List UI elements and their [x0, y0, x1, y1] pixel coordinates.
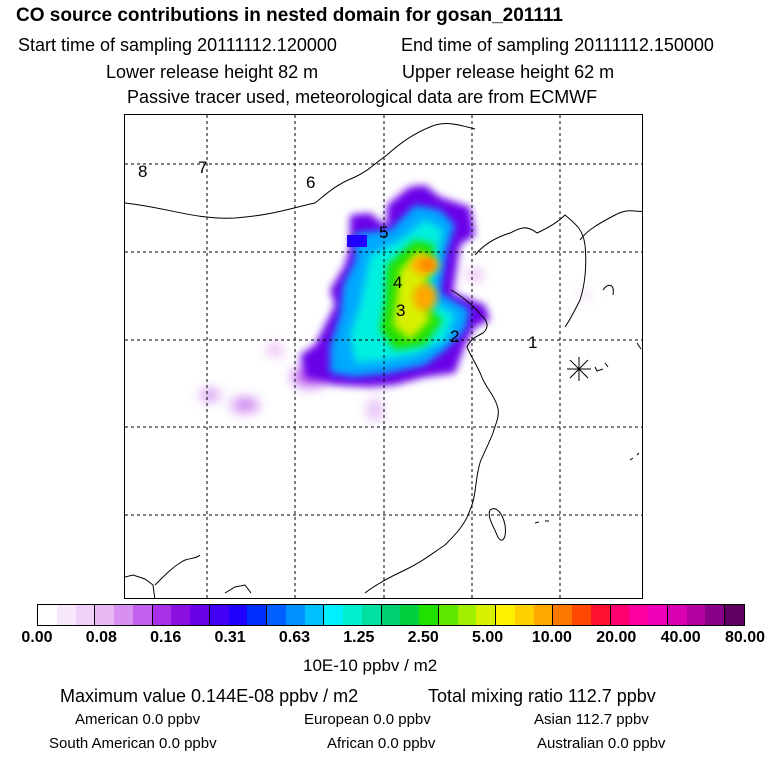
colorbar-tick-label: 0.16: [150, 629, 182, 646]
colorbar-tick-label: 1.25: [343, 629, 375, 646]
colorbar-segment: [648, 605, 668, 625]
colorbar-tick-label: 20.00: [596, 629, 637, 646]
colorbar-unit: 10E-10 ppbv / m2: [303, 656, 438, 675]
end-time: End time of sampling 20111112.150000: [401, 35, 714, 55]
colorbar-segment: [209, 605, 229, 625]
colorbar-tick-label: 5.00: [471, 629, 504, 646]
region-label-5: 5: [379, 223, 389, 242]
colorbar-segment: [75, 605, 96, 625]
colorbar: [37, 604, 745, 626]
coastlines: [125, 123, 642, 598]
colorbar-segment: [705, 605, 725, 625]
colorbar-segment: [56, 605, 76, 625]
lower-release-height: Lower release height 82 m: [106, 62, 319, 82]
colorbar-tick-label: 0.63: [278, 629, 311, 646]
colorbar-segment: [419, 605, 439, 625]
colorbar-segment: [343, 605, 362, 625]
australian-contribution: Australian 0.0 ppbv: [537, 735, 666, 752]
colorbar-segment: [267, 605, 286, 625]
colorbar-segment: [400, 605, 419, 625]
source-contribution-map: 8 7 6 5 4 3 2 1: [124, 114, 643, 599]
south-american-contribution: South American 0.0 ppbv: [49, 735, 217, 752]
region-label-2: 2: [450, 327, 460, 346]
region-label-1: 1: [528, 333, 538, 352]
african-contribution: African 0.0 ppbv: [327, 735, 436, 752]
colorbar-tick-label: 0.31: [214, 629, 246, 646]
colorbar-segment: [590, 605, 611, 625]
colorbar-segment: [533, 605, 554, 625]
colorbar-segment: [114, 605, 133, 625]
region-label-7: 7: [198, 158, 208, 177]
european-contribution: European 0.0 ppbv: [304, 711, 431, 728]
colorbar-segment: [228, 605, 248, 625]
tracer-note: Passive tracer used, meteorological data…: [127, 87, 598, 107]
colorbar-segment: [496, 605, 515, 625]
colorbar-segment: [285, 605, 305, 625]
colorbar-segment: [38, 605, 57, 625]
total-mixing-ratio: Total mixing ratio 112.7 ppbv: [428, 686, 656, 706]
colorbar-segment: [457, 605, 477, 625]
lat-lon-grid: [125, 115, 642, 598]
region-label-3: 3: [396, 301, 406, 320]
colorbar-segment: [629, 605, 648, 625]
colorbar-segment: [324, 605, 343, 625]
colorbar-tick-label: 10.00: [531, 629, 572, 646]
colorbar-segment: [132, 605, 153, 625]
colorbar-segment: [171, 605, 190, 625]
map-canvas: [125, 115, 642, 598]
asian-contribution: Asian 112.7 ppbv: [534, 711, 649, 728]
colorbar-segment: [725, 605, 744, 625]
colorbar-tick-label: 40.00: [660, 629, 701, 646]
region-label-4: 4: [393, 273, 403, 292]
colorbar-segment: [381, 605, 401, 625]
colorbar-tick-label: 80.00: [724, 629, 766, 646]
colorbar-tick-label: 2.50: [407, 629, 439, 646]
colorbar-segment: [514, 605, 534, 625]
colorbar-segment: [438, 605, 458, 625]
colorbar-segment: [361, 605, 382, 625]
colorbar-segment: [667, 605, 687, 625]
colorbar-tick-label: 0.00: [21, 629, 53, 646]
upper-release-height: Upper release height 62 m: [402, 62, 615, 82]
colorbar-segment: [572, 605, 591, 625]
star-icon: [567, 357, 591, 381]
colorbar-segment: [304, 605, 325, 625]
colorbar-segment: [553, 605, 572, 625]
region-label-6: 6: [306, 173, 316, 192]
colorbar-segment: [95, 605, 114, 625]
colorbar-segment: [686, 605, 706, 625]
max-value: Maximum value 0.144E-08 ppbv / m2: [60, 686, 359, 706]
start-time: Start time of sampling 20111112.120000: [18, 35, 337, 55]
colorbar-segment: [476, 605, 496, 625]
colorbar-segment: [190, 605, 210, 625]
american-contribution: American 0.0 ppbv: [75, 711, 201, 728]
colorbar-segment: [152, 605, 172, 625]
colorbar-tick-label: 0.08: [85, 629, 117, 646]
concentration-plume: [200, 185, 591, 422]
region-label-8: 8: [138, 162, 148, 181]
page-title: CO source contributions in nested domain…: [16, 5, 563, 26]
colorbar-segment: [247, 605, 267, 625]
colorbar-segment: [610, 605, 630, 625]
